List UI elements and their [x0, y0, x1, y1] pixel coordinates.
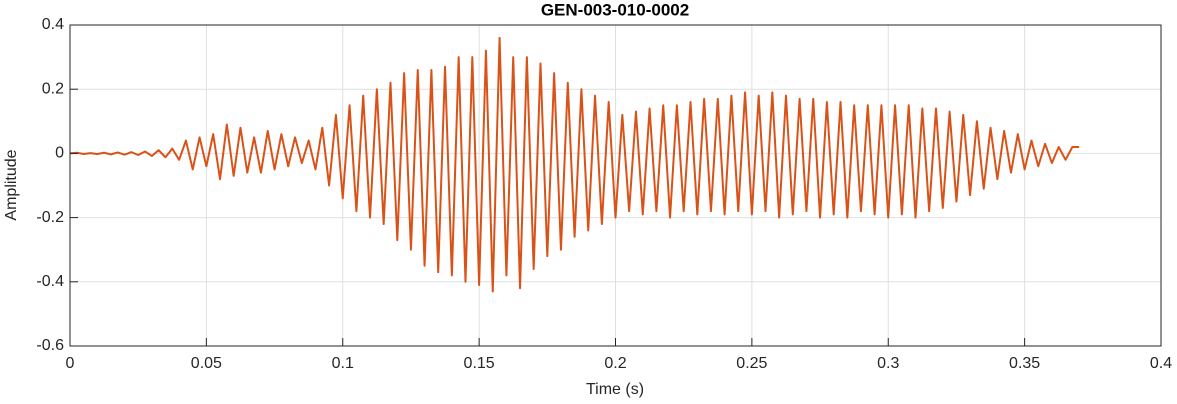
y-tick-label: 0: [55, 145, 64, 162]
y-tick-label: -0.6: [36, 337, 64, 354]
x-axis-label: Time (s): [586, 381, 644, 398]
x-tick-label: 0.15: [464, 355, 495, 372]
y-tick-label: 0.2: [42, 80, 64, 97]
y-tick-label: -0.2: [36, 209, 64, 226]
plot: [69, 36, 1080, 293]
x-tick-label: 0.4: [1150, 355, 1172, 372]
chart-title: GEN-003-010-0002: [541, 0, 689, 19]
waveform-line: [69, 36, 1080, 293]
x-tick-label: 0.1: [332, 355, 354, 372]
x-tick-label: 0.05: [191, 355, 222, 372]
x-tick-label: 0: [66, 355, 75, 372]
x-tick-label: 0.2: [604, 355, 626, 372]
y-axis-label: Amplitude: [3, 149, 20, 220]
y-tick-label: -0.4: [36, 273, 64, 290]
x-tick-label: 0.3: [877, 355, 899, 372]
x-tick-label: 0.35: [1009, 355, 1040, 372]
y-tick-label: 0.4: [42, 16, 64, 33]
ticks: 0 0.05 0.1 0.15 0.2 0.25 0.3 0.35 0.4 -0.6 -0.4 -0.…: [36, 16, 1172, 372]
x-tick-label: 0.25: [736, 355, 767, 372]
